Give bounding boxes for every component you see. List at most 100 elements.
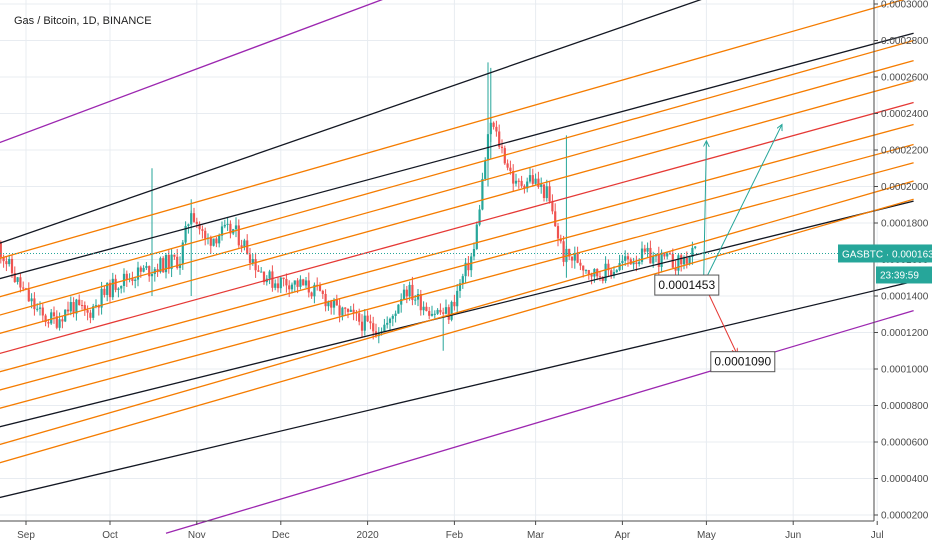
candle-body — [92, 306, 95, 318]
candle-body — [66, 309, 70, 312]
candle-body — [416, 294, 420, 300]
candle-body — [484, 160, 487, 179]
candle-body — [579, 262, 582, 266]
candle-body — [372, 323, 375, 332]
candle-body — [274, 283, 277, 288]
candle-body — [72, 302, 75, 314]
candle-body — [475, 224, 478, 249]
candle-body — [276, 283, 280, 289]
candle-body — [584, 270, 588, 272]
candle-body — [640, 248, 644, 262]
candle-body — [229, 223, 232, 234]
candle-body — [145, 266, 148, 268]
candle-body — [78, 299, 81, 306]
candle-body — [590, 274, 593, 277]
x-tick-label: Dec — [272, 530, 290, 541]
candle-body — [111, 278, 114, 298]
candle-body — [422, 306, 425, 311]
candle-body — [509, 167, 512, 172]
candle-body — [195, 221, 198, 224]
candle-body — [327, 301, 330, 307]
candle-body — [94, 305, 98, 307]
candle-body — [103, 288, 106, 295]
candle-body — [680, 255, 683, 265]
candle-body — [139, 267, 142, 272]
candle-body — [467, 262, 470, 271]
candle-body — [551, 201, 554, 212]
candle-body — [531, 175, 534, 184]
y-tick-label: 0.0003000 — [881, 0, 929, 11]
candle-body — [472, 248, 476, 257]
candle-body — [394, 313, 397, 316]
orange-channel-line — [0, 198, 914, 464]
y-tick-label: 0.0001800 — [881, 219, 929, 230]
candle-body — [341, 307, 344, 316]
price-annotation-box — [710, 351, 776, 373]
candle-body — [30, 298, 33, 302]
candle-body — [526, 181, 529, 189]
candle-body — [257, 270, 260, 272]
candle-body — [369, 321, 372, 324]
candle-body — [534, 178, 537, 184]
last-price-tag — [838, 244, 932, 263]
y-tick-label: 0.0001200 — [881, 328, 929, 339]
candle-body — [106, 282, 109, 295]
candle-body — [318, 285, 322, 291]
x-tick-label: Mar — [527, 530, 545, 541]
candle-body — [201, 229, 204, 231]
candle-body — [114, 278, 117, 290]
green-projection-arrow — [703, 141, 707, 284]
candle-body — [159, 258, 162, 273]
candle-body — [391, 315, 394, 319]
candle-body — [498, 131, 501, 147]
candle-body — [411, 284, 414, 300]
candle-body — [5, 261, 8, 265]
black-channel-line — [0, 0, 702, 244]
candle-body — [75, 299, 78, 314]
candle-body — [568, 248, 571, 257]
candle-body — [55, 316, 58, 328]
candle-body — [685, 257, 688, 264]
y-tick-label: 0.0002600 — [881, 73, 929, 84]
candle-body — [131, 278, 134, 281]
candle-body — [635, 262, 638, 265]
candle-body — [377, 332, 380, 337]
candle-body — [178, 263, 182, 269]
candle-body — [22, 287, 25, 289]
candle-body — [170, 254, 173, 270]
candle-body — [290, 284, 294, 290]
candle-body — [610, 270, 613, 276]
candle-body — [279, 277, 282, 289]
projection-layer — [703, 124, 782, 354]
candle-body — [52, 312, 56, 317]
candle-body — [285, 279, 288, 286]
candle-body — [41, 307, 44, 316]
candle-body — [237, 225, 240, 246]
candle-body — [302, 279, 305, 286]
candle-body — [444, 307, 448, 314]
candle-body — [587, 270, 590, 275]
candle-body — [358, 313, 361, 322]
candle-body — [694, 246, 697, 248]
candle-body — [556, 226, 560, 239]
candle-body — [612, 271, 616, 276]
candle-body — [598, 276, 602, 278]
candle-body — [8, 258, 11, 265]
candle-body — [688, 256, 691, 264]
candle-body — [360, 321, 364, 331]
candle-body — [512, 171, 515, 184]
candle-body — [61, 319, 64, 322]
candle-body — [335, 299, 338, 306]
orange-channel-line — [0, 39, 914, 298]
candle-body — [299, 279, 302, 287]
candle-body — [218, 235, 221, 244]
chart-title: Gas / Bitcoin, 1D, BINANCE — [14, 15, 152, 27]
candle-body — [164, 254, 168, 273]
candle-body — [268, 271, 271, 279]
teal-projection-arrow — [703, 124, 782, 284]
candle-body — [481, 178, 484, 210]
candle-body — [478, 209, 481, 225]
candle-body — [184, 225, 187, 243]
x-tick-label: Sep — [17, 530, 35, 541]
